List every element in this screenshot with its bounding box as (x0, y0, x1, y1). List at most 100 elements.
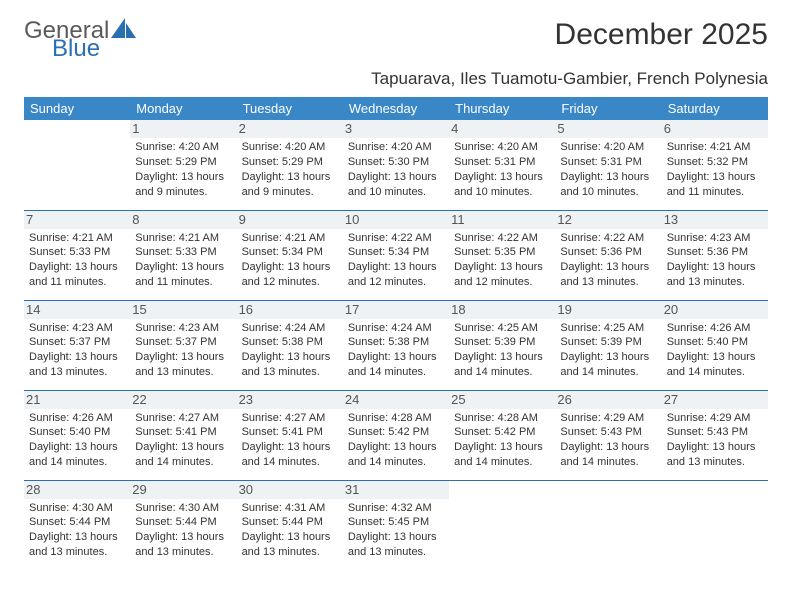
day-number: 16 (237, 301, 343, 319)
day-details: Sunrise: 4:20 AMSunset: 5:29 PMDaylight:… (135, 140, 231, 199)
day-number: 21 (24, 391, 130, 409)
weekday-header: Sunday (24, 97, 130, 120)
day-number: 7 (24, 211, 130, 229)
day-number: 26 (555, 391, 661, 409)
day-number: 6 (662, 120, 768, 138)
day-details: Sunrise: 4:24 AMSunset: 5:38 PMDaylight:… (348, 321, 444, 380)
day-details: Sunrise: 4:30 AMSunset: 5:44 PMDaylight:… (29, 501, 125, 560)
day-details: Sunrise: 4:25 AMSunset: 5:39 PMDaylight:… (454, 321, 550, 380)
day-number: 28 (24, 481, 130, 499)
day-details: Sunrise: 4:29 AMSunset: 5:43 PMDaylight:… (560, 411, 656, 470)
day-number: 31 (343, 481, 449, 499)
day-number: 23 (237, 391, 343, 409)
calendar-day-cell: 23 Sunrise: 4:27 AMSunset: 5:41 PMDayligh… (237, 390, 343, 480)
calendar-day-cell: 31 Sunrise: 4:32 AMSunset: 5:45 PMDayligh… (343, 480, 449, 570)
day-number: 1 (130, 120, 236, 138)
day-details: Sunrise: 4:23 AMSunset: 5:36 PMDaylight:… (667, 231, 763, 290)
day-details: Sunrise: 4:21 AMSunset: 5:34 PMDaylight:… (242, 231, 338, 290)
calendar-day-cell: 12 Sunrise: 4:22 AMSunset: 5:36 PMDayligh… (555, 210, 661, 300)
day-details: Sunrise: 4:21 AMSunset: 5:33 PMDaylight:… (135, 231, 231, 290)
day-number: 13 (662, 211, 768, 229)
page-title: December 2025 (555, 18, 768, 52)
weekday-header: Friday (555, 97, 661, 120)
day-details: Sunrise: 4:27 AMSunset: 5:41 PMDaylight:… (242, 411, 338, 470)
calendar-day-cell: 1 Sunrise: 4:20 AMSunset: 5:29 PMDaylight… (130, 120, 236, 210)
day-details: Sunrise: 4:28 AMSunset: 5:42 PMDaylight:… (454, 411, 550, 470)
day-number: 10 (343, 211, 449, 229)
day-number: 11 (449, 211, 555, 229)
day-number: 24 (343, 391, 449, 409)
brand-logo: General Blue (24, 18, 137, 61)
calendar-day-cell: 10 Sunrise: 4:22 AMSunset: 5:34 PMDayligh… (343, 210, 449, 300)
day-number: 12 (555, 211, 661, 229)
brand-part2: Blue (52, 37, 137, 61)
calendar-day-cell: 27 Sunrise: 4:29 AMSunset: 5:43 PMDayligh… (662, 390, 768, 480)
day-details: Sunrise: 4:20 AMSunset: 5:30 PMDaylight:… (348, 140, 444, 199)
day-number: 14 (24, 301, 130, 319)
calendar-week-row: 28 Sunrise: 4:30 AMSunset: 5:44 PMDayligh… (24, 480, 768, 570)
calendar-day-cell: 26 Sunrise: 4:29 AMSunset: 5:43 PMDayligh… (555, 390, 661, 480)
day-details: Sunrise: 4:32 AMSunset: 5:45 PMDaylight:… (348, 501, 444, 560)
day-details: Sunrise: 4:23 AMSunset: 5:37 PMDaylight:… (29, 321, 125, 380)
calendar-day-cell: 28 Sunrise: 4:30 AMSunset: 5:44 PMDayligh… (24, 480, 130, 570)
calendar-day-cell: 5 Sunrise: 4:20 AMSunset: 5:31 PMDaylight… (555, 120, 661, 210)
calendar-day-cell: 18 Sunrise: 4:25 AMSunset: 5:39 PMDayligh… (449, 300, 555, 390)
calendar-table: Sunday Monday Tuesday Wednesday Thursday… (24, 97, 768, 570)
day-details: Sunrise: 4:27 AMSunset: 5:41 PMDaylight:… (135, 411, 231, 470)
day-details: Sunrise: 4:31 AMSunset: 5:44 PMDaylight:… (242, 501, 338, 560)
day-number: 17 (343, 301, 449, 319)
calendar-day-cell: 20 Sunrise: 4:26 AMSunset: 5:40 PMDayligh… (662, 300, 768, 390)
day-number: 20 (662, 301, 768, 319)
calendar-day-cell: 11 Sunrise: 4:22 AMSunset: 5:35 PMDayligh… (449, 210, 555, 300)
calendar-week-row: 7 Sunrise: 4:21 AMSunset: 5:33 PMDaylight… (24, 210, 768, 300)
weekday-header: Monday (130, 97, 236, 120)
day-number: 19 (555, 301, 661, 319)
calendar-day-cell: 2 Sunrise: 4:20 AMSunset: 5:29 PMDaylight… (237, 120, 343, 210)
day-details: Sunrise: 4:24 AMSunset: 5:38 PMDaylight:… (242, 321, 338, 380)
day-number: 9 (237, 211, 343, 229)
calendar-day-cell (24, 120, 130, 210)
calendar-day-cell: 3 Sunrise: 4:20 AMSunset: 5:30 PMDaylight… (343, 120, 449, 210)
day-details: Sunrise: 4:29 AMSunset: 5:43 PMDaylight:… (667, 411, 763, 470)
calendar-week-row: 21 Sunrise: 4:26 AMSunset: 5:40 PMDayligh… (24, 390, 768, 480)
calendar-day-cell (449, 480, 555, 570)
calendar-day-cell: 21 Sunrise: 4:26 AMSunset: 5:40 PMDayligh… (24, 390, 130, 480)
day-number: 15 (130, 301, 236, 319)
calendar-day-cell: 6Sunrise: 4:21 AMSunset: 5:32 PMDaylight… (662, 120, 768, 210)
day-details: Sunrise: 4:25 AMSunset: 5:39 PMDaylight:… (560, 321, 656, 380)
calendar-day-cell: 14 Sunrise: 4:23 AMSunset: 5:37 PMDayligh… (24, 300, 130, 390)
day-details: Sunrise: 4:20 AMSunset: 5:29 PMDaylight:… (242, 140, 338, 199)
day-details: Sunrise: 4:21 AMSunset: 5:33 PMDaylight:… (29, 231, 125, 290)
day-details: Sunrise: 4:20 AMSunset: 5:31 PMDaylight:… (560, 140, 656, 199)
calendar-day-cell: 17 Sunrise: 4:24 AMSunset: 5:38 PMDayligh… (343, 300, 449, 390)
day-details: Sunrise: 4:22 AMSunset: 5:35 PMDaylight:… (454, 231, 550, 290)
day-details: Sunrise: 4:22 AMSunset: 5:36 PMDaylight:… (560, 231, 656, 290)
day-number: 22 (130, 391, 236, 409)
day-details: Sunrise: 4:26 AMSunset: 5:40 PMDaylight:… (667, 321, 763, 380)
calendar-day-cell: 19 Sunrise: 4:25 AMSunset: 5:39 PMDayligh… (555, 300, 661, 390)
calendar-day-cell: 15 Sunrise: 4:23 AMSunset: 5:37 PMDayligh… (130, 300, 236, 390)
day-details: Sunrise: 4:26 AMSunset: 5:40 PMDaylight:… (29, 411, 125, 470)
calendar-day-cell: 16 Sunrise: 4:24 AMSunset: 5:38 PMDayligh… (237, 300, 343, 390)
calendar-day-cell: 13 Sunrise: 4:23 AMSunset: 5:36 PMDayligh… (662, 210, 768, 300)
calendar-day-cell: 7 Sunrise: 4:21 AMSunset: 5:33 PMDaylight… (24, 210, 130, 300)
day-details: Sunrise: 4:22 AMSunset: 5:34 PMDaylight:… (348, 231, 444, 290)
day-number: 8 (130, 211, 236, 229)
day-number: 2 (237, 120, 343, 138)
day-number: 5 (555, 120, 661, 138)
day-number: 18 (449, 301, 555, 319)
calendar-day-cell: 24 Sunrise: 4:28 AMSunset: 5:42 PMDayligh… (343, 390, 449, 480)
day-number: 27 (662, 391, 768, 409)
weekday-header-row: Sunday Monday Tuesday Wednesday Thursday… (24, 97, 768, 120)
day-details: Sunrise: 4:28 AMSunset: 5:42 PMDaylight:… (348, 411, 444, 470)
calendar-day-cell: 25Sunrise: 4:28 AMSunset: 5:42 PMDayligh… (449, 390, 555, 480)
location-text: Tapuarava, Iles Tuamotu-Gambier, French … (24, 69, 768, 89)
day-details: Sunrise: 4:23 AMSunset: 5:37 PMDaylight:… (135, 321, 231, 380)
day-details: Sunrise: 4:30 AMSunset: 5:44 PMDaylight:… (135, 501, 231, 560)
calendar-day-cell: 8 Sunrise: 4:21 AMSunset: 5:33 PMDaylight… (130, 210, 236, 300)
weekday-header: Thursday (449, 97, 555, 120)
day-number: 29 (130, 481, 236, 499)
day-number: 3 (343, 120, 449, 138)
calendar-day-cell (662, 480, 768, 570)
calendar-day-cell: 9 Sunrise: 4:21 AMSunset: 5:34 PMDaylight… (237, 210, 343, 300)
